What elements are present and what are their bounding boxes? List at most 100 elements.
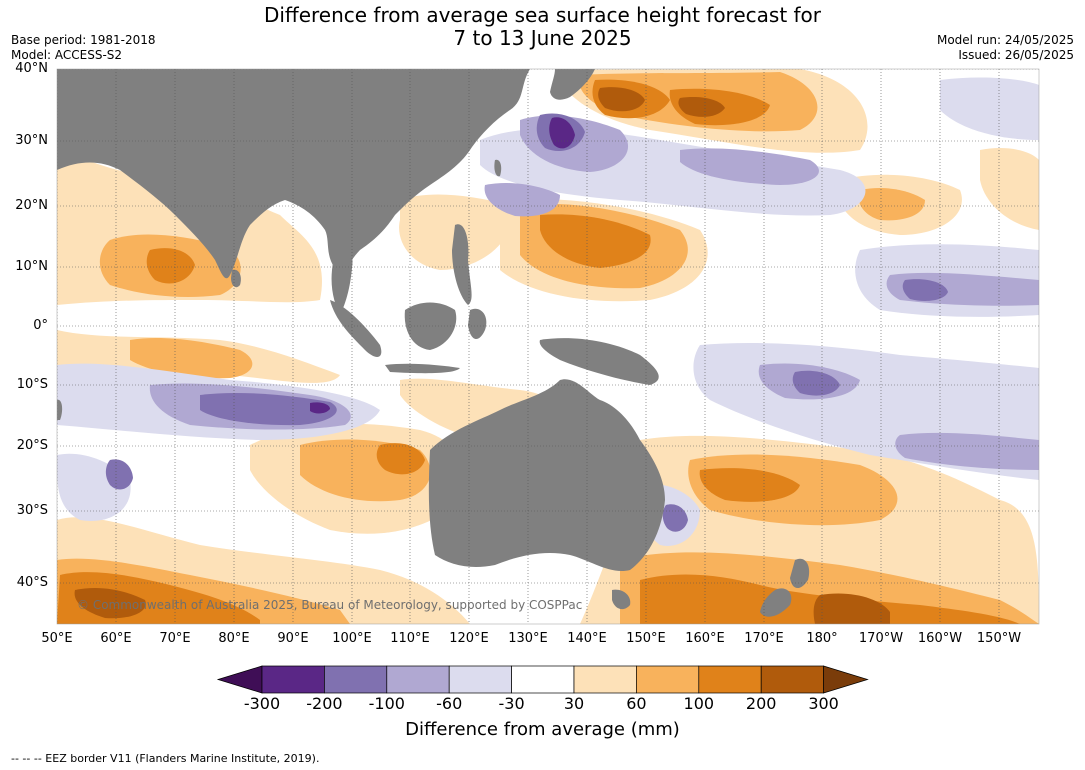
longitude-label: 130°E <box>508 631 548 646</box>
colorbar-swatch <box>511 665 575 694</box>
land-masses <box>57 69 810 617</box>
colorbar-tick-label: -200 <box>306 694 343 713</box>
anomaly-field <box>57 69 1039 624</box>
eez-footnote: -- -- -- EEZ border V11 (Flanders Marine… <box>11 752 320 765</box>
anomaly-patch <box>678 97 725 117</box>
sea-surface-height-map <box>56 68 1040 625</box>
model-name: Model: ACCESS-S2 <box>11 48 123 62</box>
longitude-label: 170°E <box>744 631 784 646</box>
issued-date: Issued: 26/05/2025 <box>958 48 1074 62</box>
title-line-1: Difference from average sea surface heig… <box>263 3 822 27</box>
map-title: Difference from average sea surface heig… <box>0 4 1085 50</box>
latitude-label: 40°S <box>16 575 48 590</box>
anomaly-patch <box>699 468 800 502</box>
land-sulawesi <box>468 308 487 340</box>
colorbar-tick-label: -30 <box>498 694 525 713</box>
anomaly-patch <box>74 588 146 619</box>
anomaly-patch <box>146 248 195 284</box>
graticule <box>57 69 1039 624</box>
anomaly-patch <box>792 370 840 396</box>
longitude-label: 50°E <box>41 631 73 646</box>
latitude-label: 0° <box>33 318 48 333</box>
longitude-label: 150°W <box>976 631 1022 646</box>
meta-left: Base period: 1981-2018 Model: ACCESS-S2 <box>11 33 156 63</box>
colorbar-swatch <box>760 665 824 694</box>
copyright-notice: © Commonwealth of Australia 2025, Bureau… <box>77 598 583 612</box>
land-australia <box>428 379 665 572</box>
latitude-label: 20°S <box>16 438 48 453</box>
longitude-label: 90°E <box>277 631 309 646</box>
colorbar-swatch <box>261 665 325 694</box>
colorbar-swatch <box>324 665 388 694</box>
longitude-label: 180° <box>806 631 838 646</box>
colorbar-swatch <box>698 665 762 694</box>
model-run: Model run: 24/05/2025 <box>936 33 1074 47</box>
base-period: Base period: 1981-2018 <box>11 33 156 47</box>
anomaly-patch <box>940 77 1039 140</box>
colorbar-tick-label: 60 <box>626 694 647 713</box>
colorbar-tick-label: 300 <box>808 694 839 713</box>
anomaly-patch <box>680 148 819 185</box>
land-asia <box>57 69 530 279</box>
land-new-guinea <box>539 338 659 385</box>
longitude-label: 150°E <box>626 631 666 646</box>
latitude-label: 40°N <box>15 61 48 76</box>
longitude-label: 170°W <box>858 631 904 646</box>
colorbar-tick-label: -100 <box>368 694 405 713</box>
colorbar-swatch <box>573 665 637 694</box>
land-borneo <box>404 302 457 350</box>
title-line-2: 7 to 13 June 2025 <box>453 26 632 50</box>
land-sri-lanka <box>231 269 241 288</box>
anomaly-patch <box>540 214 651 268</box>
colorbar-swatch <box>636 665 700 694</box>
anomaly-patch <box>376 443 425 475</box>
anomaly-patch <box>310 402 330 414</box>
colorbar-tick-label: -60 <box>436 694 463 713</box>
longitude-label: 110°E <box>390 631 430 646</box>
land-japan <box>550 69 595 100</box>
latitude-label: 20°N <box>15 198 48 213</box>
land-new-zealand-north <box>790 558 810 589</box>
longitude-label: 140°E <box>567 631 607 646</box>
land-taiwan <box>494 159 502 177</box>
anomaly-patch <box>858 188 925 221</box>
land-sumatra <box>330 300 382 357</box>
longitude-label: 160°W <box>917 631 963 646</box>
anomaly-patch <box>980 148 1039 230</box>
colorbar-label: Difference from average (mm) <box>405 719 680 740</box>
longitude-label: 120°E <box>449 631 489 646</box>
colorbar-swatch <box>448 665 512 694</box>
colorbar-swatch <box>386 665 450 694</box>
latitude-label: 10°N <box>15 259 48 274</box>
longitude-label: 70°E <box>159 631 191 646</box>
colorbar-tick-label: -300 <box>243 694 281 713</box>
anomaly-patch <box>598 87 645 112</box>
anomaly-patch <box>895 432 1039 470</box>
latitude-label: 30°S <box>16 503 48 518</box>
anomaly-patch <box>813 593 890 624</box>
land-madagascar <box>57 399 63 420</box>
longitude-label: 60°E <box>100 631 132 646</box>
anomaly-patch <box>130 338 253 379</box>
anomaly-patch <box>484 183 560 217</box>
colorbar-tick-label: 100 <box>683 694 715 713</box>
colorbar-min-arrow <box>216 665 263 694</box>
latitude-label: 10°S <box>16 377 48 392</box>
longitude-label: 100°E <box>332 631 372 646</box>
land-new-zealand-south <box>760 588 792 617</box>
longitude-label: 160°E <box>685 631 725 646</box>
land-java <box>385 363 460 374</box>
land-philippines <box>452 224 472 305</box>
anomaly-patch <box>902 279 948 301</box>
longitude-label: 80°E <box>218 631 250 646</box>
land-tasmania <box>612 589 631 610</box>
land-indochina <box>331 243 353 315</box>
colorbar-tick-label: 30 <box>563 694 585 713</box>
latitude-label: 30°N <box>15 133 48 148</box>
colorbar-max-arrow <box>823 665 869 694</box>
anomaly-patch <box>549 117 575 149</box>
map-frame <box>56 68 1040 625</box>
meta-right: Model run: 24/05/2025 Issued: 26/05/2025 <box>937 33 1074 63</box>
anomaly-patch <box>105 459 133 490</box>
colorbar-tick-label: 200 <box>745 694 777 713</box>
